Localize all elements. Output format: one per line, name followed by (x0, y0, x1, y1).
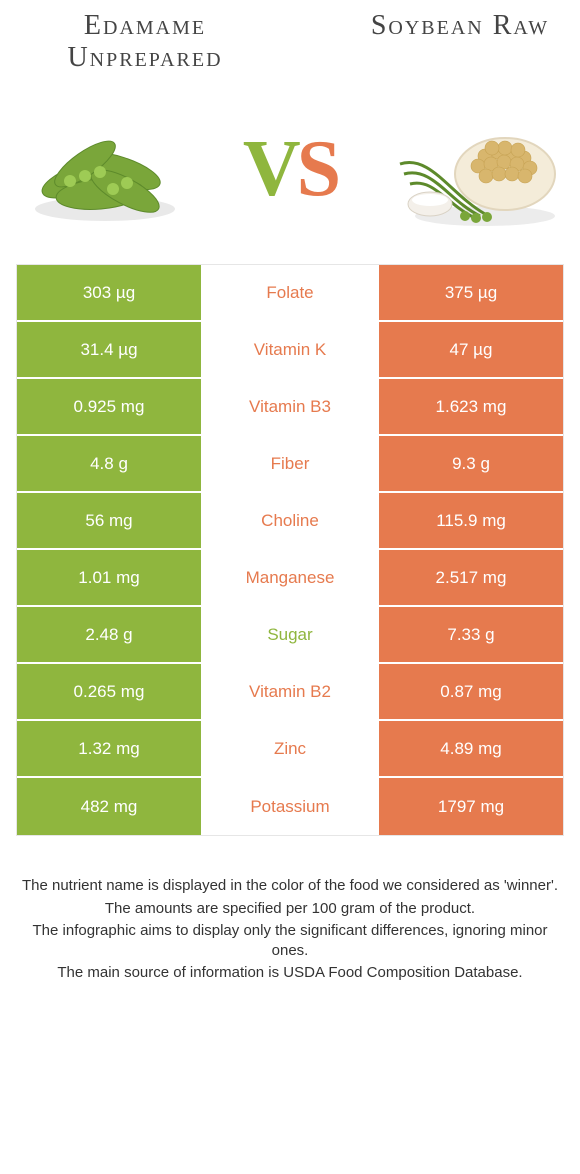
table-row: 0.265 mgVitamin B20.87 mg (17, 664, 563, 721)
right-value: 115.9 mg (377, 493, 563, 548)
footer-notes: The nutrient name is displayed in the co… (20, 876, 560, 983)
left-value: 56 mg (17, 493, 203, 548)
footer-line-1: The nutrient name is displayed in the co… (20, 876, 560, 896)
nutrient-label: Manganese (203, 550, 377, 605)
nutrient-label: Vitamin K (203, 322, 377, 377)
right-value: 7.33 g (377, 607, 563, 662)
right-food-image (390, 104, 560, 234)
right-value: 4.89 mg (377, 721, 563, 776)
edamame-icon (25, 109, 185, 229)
hero-row: VS (0, 74, 580, 264)
nutrient-label: Potassium (203, 778, 377, 835)
nutrient-label: Vitamin B2 (203, 664, 377, 719)
nutrient-label: Vitamin B3 (203, 379, 377, 434)
table-row: 56 mgCholine115.9 mg (17, 493, 563, 550)
nutrient-label: Folate (203, 265, 377, 320)
vs-v: V (243, 125, 297, 213)
right-value: 47 µg (377, 322, 563, 377)
right-value: 375 µg (377, 265, 563, 320)
table-row: 2.48 gSugar7.33 g (17, 607, 563, 664)
footer-line-3: The infographic aims to display only the… (20, 921, 560, 962)
footer-line-4: The main source of information is USDA F… (20, 963, 560, 983)
vs-s: S (297, 125, 338, 213)
right-food-title: Soybean Raw (370, 10, 550, 74)
right-value: 0.87 mg (377, 664, 563, 719)
left-value: 4.8 g (17, 436, 203, 491)
table-row: 482 mgPotassium1797 mg (17, 778, 563, 835)
nutrient-label: Choline (203, 493, 377, 548)
table-row: 1.01 mgManganese2.517 mg (17, 550, 563, 607)
left-food-image (20, 104, 190, 234)
titles-row: Edamame Unprepared Soybean Raw (0, 0, 580, 74)
left-value: 2.48 g (17, 607, 203, 662)
left-value: 482 mg (17, 778, 203, 835)
right-value: 2.517 mg (377, 550, 563, 605)
table-row: 31.4 µgVitamin K47 µg (17, 322, 563, 379)
left-value: 1.32 mg (17, 721, 203, 776)
left-value: 0.925 mg (17, 379, 203, 434)
right-value: 1.623 mg (377, 379, 563, 434)
table-row: 303 µgFolate375 µg (17, 265, 563, 322)
soybean-icon (390, 104, 560, 234)
left-value: 303 µg (17, 265, 203, 320)
vs-label: VS (243, 124, 337, 215)
right-value: 9.3 g (377, 436, 563, 491)
left-value: 31.4 µg (17, 322, 203, 377)
left-value: 0.265 mg (17, 664, 203, 719)
left-food-title: Edamame Unprepared (30, 10, 260, 74)
left-value: 1.01 mg (17, 550, 203, 605)
nutrient-label: Sugar (203, 607, 377, 662)
right-value: 1797 mg (377, 778, 563, 835)
table-row: 0.925 mgVitamin B31.623 mg (17, 379, 563, 436)
comparison-table: 303 µgFolate375 µg31.4 µgVitamin K47 µg0… (16, 264, 564, 836)
nutrient-label: Zinc (203, 721, 377, 776)
nutrient-label: Fiber (203, 436, 377, 491)
table-row: 1.32 mgZinc4.89 mg (17, 721, 563, 778)
footer-line-2: The amounts are specified per 100 gram o… (20, 899, 560, 919)
table-row: 4.8 gFiber9.3 g (17, 436, 563, 493)
